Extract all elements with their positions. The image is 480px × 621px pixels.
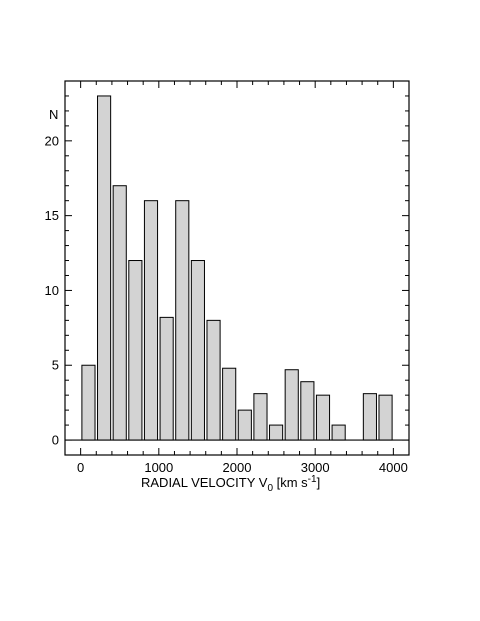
x-tick-label-0: 0: [77, 460, 84, 475]
histogram-bar-3: [128, 260, 143, 441]
histogram-bar-18: [378, 394, 393, 441]
tick-labels: 0 5 10 15 20 0 1000 2000 3000 4000: [45, 133, 408, 475]
histogram-bar-0: [81, 364, 96, 441]
histogram-bar-17: [362, 393, 377, 441]
y-tick-label-20: 20: [45, 133, 59, 148]
histogram-bar-4: [143, 200, 159, 441]
histogram-bar-7: [190, 260, 205, 441]
histogram-bar-8: [206, 319, 221, 441]
histogram-bar-2: [112, 185, 127, 441]
y-tick-label-0: 0: [52, 433, 59, 448]
bars-group: [81, 95, 393, 441]
histogram-bar-15: [315, 394, 331, 441]
x-axis-label-close: ]: [317, 475, 321, 490]
histogram-bar-14: [300, 381, 315, 441]
histogram-bar-11: [253, 393, 268, 441]
y-tick-label-15: 15: [45, 208, 59, 223]
histogram-bar-16: [331, 424, 346, 441]
y-tick-label-5: 5: [52, 358, 59, 373]
x-tick-label-2000: 2000: [223, 460, 252, 475]
histogram-bar-13: [284, 369, 299, 441]
histogram-bar-10: [237, 409, 252, 441]
x-axis-label-superscript: -1: [308, 474, 317, 485]
histogram-bar-9: [222, 367, 237, 441]
x-axis-label-subscript: 0: [267, 483, 273, 494]
x-axis-label-unit: [km s: [273, 475, 308, 490]
x-tick-label-4000: 4000: [379, 460, 408, 475]
histogram-bar-6: [175, 200, 190, 441]
x-axis-label-main: RADIAL VELOCITY V: [141, 475, 268, 490]
x-tick-label-3000: 3000: [301, 460, 330, 475]
x-tick-label-1000: 1000: [144, 460, 173, 475]
histogram-bar-1: [97, 95, 112, 441]
y-axis-label: N: [49, 107, 58, 122]
histogram-bar-5: [159, 316, 174, 441]
y-tick-label-10: 10: [45, 283, 59, 298]
axis-ticks: [65, 81, 409, 455]
x-axis-label: RADIAL VELOCITY V0 [km s-1]: [141, 474, 320, 494]
histogram-bar-12: [269, 424, 284, 441]
